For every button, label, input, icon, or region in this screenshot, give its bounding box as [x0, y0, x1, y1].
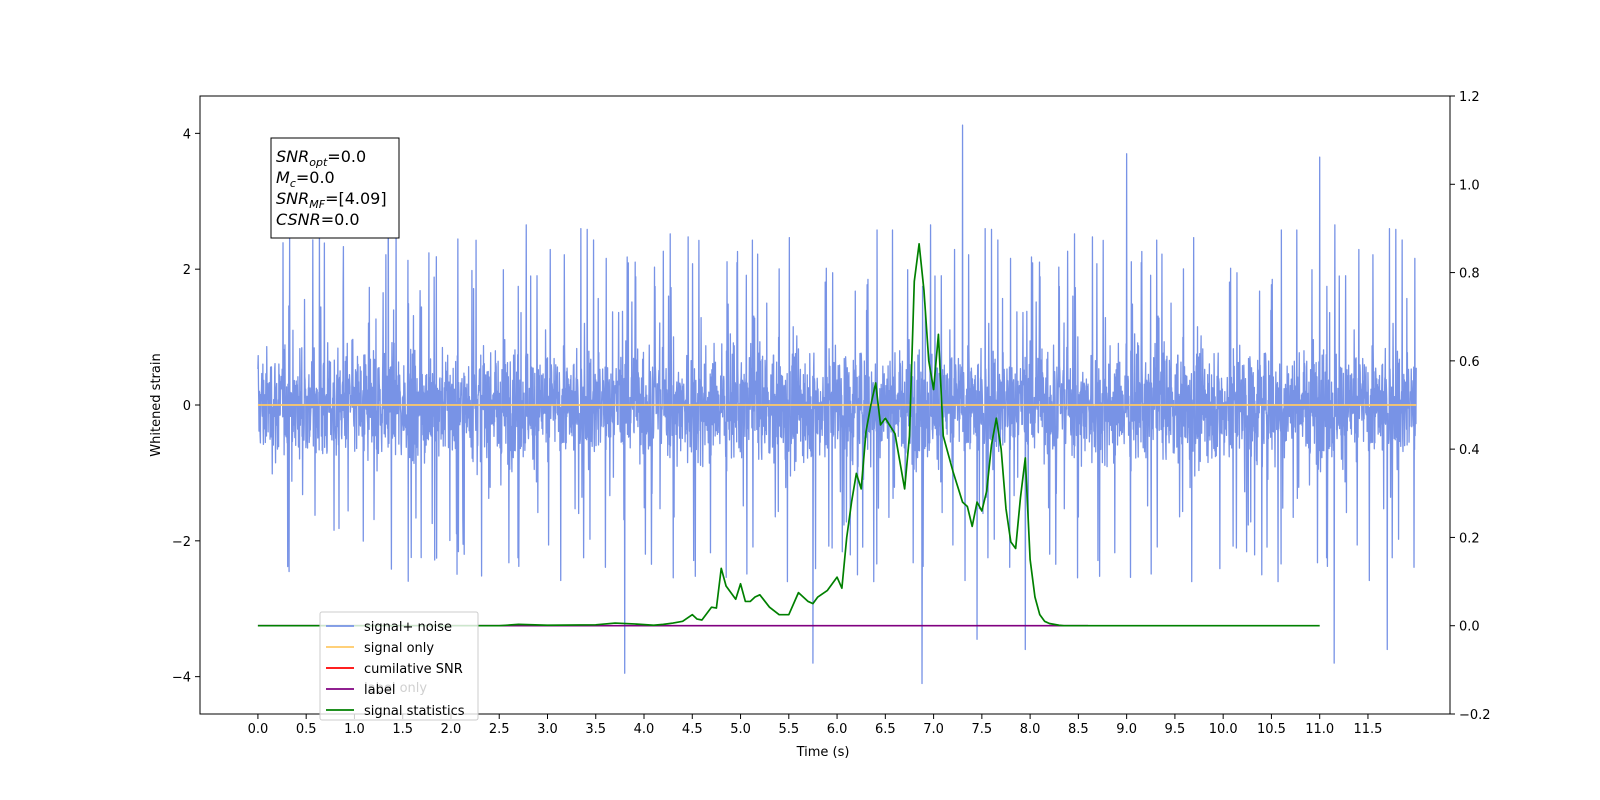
- info-value: =0.0: [296, 168, 335, 187]
- info-value: =[4.09]: [325, 189, 387, 208]
- x-tick-label: 2.0: [441, 722, 462, 737]
- x-tick-label: 1.5: [392, 722, 413, 737]
- y-tick-label-right: 0.0: [1459, 620, 1480, 635]
- x-tick-label: 7.5: [972, 722, 993, 737]
- legend-label: signal statistics: [364, 704, 465, 719]
- y-tick-label-right: 0.4: [1459, 443, 1480, 458]
- legend-frame: [319, 611, 479, 721]
- x-tick-label: 2.5: [489, 722, 510, 737]
- x-tick-label: 9.0: [1116, 722, 1137, 737]
- x-tick-label: 5.0: [730, 722, 751, 737]
- signal-noise-series: [257, 124, 1417, 685]
- legend-label: label: [364, 683, 395, 698]
- y-tick-label-left: −4: [172, 671, 191, 686]
- x-tick-label: 3.5: [585, 722, 606, 737]
- x-tick-label: 3.0: [537, 722, 558, 737]
- x-tick-label: 11.5: [1353, 722, 1382, 737]
- x-tick-label: 5.5: [778, 722, 799, 737]
- x-tick-label: 6.0: [827, 722, 848, 737]
- x-tick-label: 6.5: [875, 722, 896, 737]
- y-axis-right: 1.2 1.0 0.8 0.6 0.4 0.2 0.0 −0.2: [1450, 90, 1491, 723]
- y-tick-label-right: 0.8: [1459, 267, 1480, 282]
- legend-label: cumilative SNR: [364, 662, 463, 677]
- x-tick-label: 1.0: [344, 722, 365, 737]
- info-box-frame: [270, 137, 400, 239]
- signal-statistics-line: [257, 243, 1320, 627]
- x-tick-label: 10.5: [1257, 722, 1286, 737]
- y-tick-label-right: 1.2: [1459, 90, 1480, 105]
- y-tick-label-left: 4: [183, 127, 191, 142]
- y-tick-label-left: 2: [183, 263, 191, 278]
- legend-label: signal only: [364, 641, 434, 656]
- x-tick-label: 0.5: [296, 722, 317, 737]
- x-axis: 0.0 0.5 1.0 1.5 2.0 2.5 3.0 3.5 4.0 4.5 5.0 5.5 6.0 6…: [248, 714, 1382, 737]
- legend-label: signal+ noise: [364, 620, 452, 635]
- x-tick-label: 10.0: [1209, 722, 1238, 737]
- info-var: SNR: [276, 189, 309, 208]
- x-tick-label: 8.5: [1068, 722, 1089, 737]
- info-value: =0.0: [321, 210, 360, 229]
- info-var: SNR: [276, 147, 309, 166]
- info-value: =0.0: [327, 147, 366, 166]
- signal-noise-line: [257, 124, 1417, 685]
- y-tick-label-right: 1.0: [1459, 178, 1480, 193]
- y-tick-label-left: 0: [183, 399, 191, 414]
- x-tick-label: 9.5: [1165, 722, 1186, 737]
- info-var: M: [276, 168, 290, 187]
- legend-occluded-text: label only: [364, 681, 427, 696]
- x-tick-label: 4.0: [634, 722, 655, 737]
- y-tick-label-right: −0.2: [1459, 708, 1491, 723]
- y-tick-label-left: −2: [172, 535, 191, 550]
- y-tick-label-right: 0.2: [1459, 531, 1480, 546]
- x-tick-label: 8.0: [1020, 722, 1041, 737]
- info-box-text: SNRopt=0.0 Mc=0.0 SNRMF=[4.09] CSNR=0.0: [276, 147, 387, 229]
- x-tick-label: 11.0: [1305, 722, 1334, 737]
- legend: label only signal+ noise signal only cumila…: [319, 611, 479, 721]
- info-box: SNRopt=0.0 Mc=0.0 SNRMF=[4.09] CSNR=0.0: [270, 137, 400, 239]
- y-axis-label: Whitened strain: [149, 353, 164, 456]
- x-tick-label: 7.0: [923, 722, 944, 737]
- info-subscript: MF: [309, 198, 325, 211]
- x-tick-label: 4.5: [682, 722, 703, 737]
- info-subscript: opt: [309, 156, 328, 169]
- x-tick-label: 0.0: [248, 722, 269, 737]
- info-subscript: c: [290, 177, 296, 190]
- info-var: CSNR: [276, 210, 321, 229]
- y-tick-label-right: 0.6: [1459, 355, 1480, 370]
- y-axis-left: 4 2 0 −2 −4: [172, 127, 200, 686]
- x-axis-label: Time (s): [796, 745, 850, 760]
